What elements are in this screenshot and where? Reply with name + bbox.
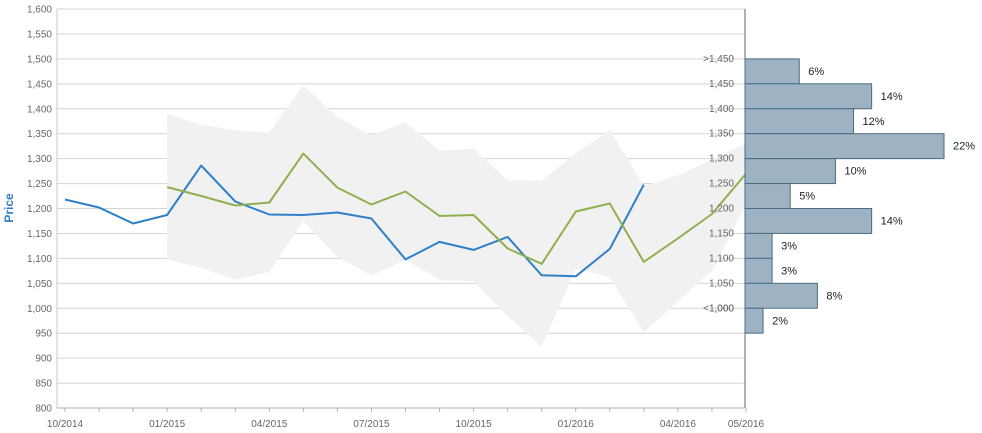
histogram-percent-label: 8% <box>826 290 842 302</box>
histogram-bar <box>744 208 873 234</box>
histogram-bin-label: 1,250 <box>709 179 734 190</box>
histogram-bin-label: 1,450 <box>709 79 734 90</box>
histogram-bar <box>744 232 773 259</box>
x-tick-label: 04/2016 <box>660 419 697 430</box>
histogram-percent-label: 2% <box>772 315 788 327</box>
histogram-bar <box>744 282 818 309</box>
histogram-bar <box>744 307 764 334</box>
y-tick-label: 1,600 <box>27 5 52 16</box>
histogram-percent-label: 12% <box>863 116 885 128</box>
y-tick-label: 800 <box>35 404 52 415</box>
histogram-bar <box>744 133 945 160</box>
series-line-blue <box>64 164 645 278</box>
y-tick-label: 1,150 <box>27 229 52 240</box>
histogram-percent-label: 3% <box>781 240 797 252</box>
histogram-percent-label: 22% <box>953 141 975 153</box>
y-tick-label: 1,000 <box>27 304 52 315</box>
histogram-bin-label: >1,450 <box>703 54 734 65</box>
price-distribution-histogram <box>744 58 945 334</box>
histogram-bar <box>744 257 773 284</box>
y-tick-label: 1,500 <box>27 54 52 65</box>
histogram-bin-label: 1,050 <box>709 278 734 289</box>
histogram-bin-label: 1,300 <box>709 154 734 165</box>
y-tick-label: 1,100 <box>27 254 52 265</box>
y-tick-label: 850 <box>35 379 52 390</box>
histogram-bar <box>744 183 791 209</box>
y-tick-label: 1,550 <box>27 29 52 40</box>
y-tick-label: 950 <box>35 329 52 340</box>
axes <box>56 9 746 409</box>
y-axis-label: Price <box>2 193 16 223</box>
x-tick-label: 07/2015 <box>353 419 390 430</box>
histogram-bar <box>744 108 855 135</box>
x-axis-tick-labels: 10/2014 01/2015 04/2015 07/2015 10/2015 01/20… <box>47 408 765 430</box>
histogram-percent-label: 10% <box>844 166 866 178</box>
histogram-percent-label: 5% <box>799 191 815 203</box>
y-tick-label: 900 <box>35 354 52 365</box>
histogram-bar <box>744 158 836 185</box>
histogram-bar <box>744 83 873 110</box>
y-tick-label: 1,050 <box>27 279 52 290</box>
histogram-bin-label: 1,200 <box>709 204 734 215</box>
histogram-percent-label: 14% <box>881 91 903 103</box>
histogram-percent-label: 3% <box>781 265 797 277</box>
y-axis-tick-labels: 1,600 1,550 1,500 1,450 1,400 1,350 1,300 1,250… <box>27 5 52 415</box>
y-tick-label: 1,350 <box>27 129 52 140</box>
x-tick-label: 05/2016 <box>728 419 765 430</box>
histogram-bin-label: 1,100 <box>709 253 734 264</box>
x-tick-label: 10/2014 <box>47 419 84 430</box>
y-tick-label: 1,200 <box>27 204 52 215</box>
x-tick-label: 01/2015 <box>149 419 186 430</box>
histogram-bin-label: <1,000 <box>703 303 734 314</box>
x-tick-label: 04/2015 <box>251 419 288 430</box>
histogram-bin-label: 1,350 <box>709 129 734 140</box>
y-tick-label: 1,400 <box>27 104 52 115</box>
x-tick-label: 10/2015 <box>456 419 493 430</box>
histogram-bar <box>744 58 800 85</box>
series-lines <box>64 152 747 278</box>
histogram-bin-label: 1,400 <box>709 104 734 115</box>
y-tick-label: 1,300 <box>27 154 52 165</box>
histogram-labels: 6% 14% 12% 22% 10% 5% 14% 3% 3% 8% 2% >1,450 1,450 1,… <box>703 54 975 327</box>
histogram-bin-label: 1,000 <box>709 303 734 314</box>
y-tick-label: 1,250 <box>27 179 52 190</box>
histogram-bin-label: 1,150 <box>709 228 734 239</box>
histogram-percent-label: 6% <box>808 66 824 78</box>
histogram-percent-label: 14% <box>881 216 903 228</box>
y-tick-label: 1,450 <box>27 79 52 90</box>
x-tick-label: 01/2016 <box>558 419 595 430</box>
series-line-green <box>166 152 747 265</box>
